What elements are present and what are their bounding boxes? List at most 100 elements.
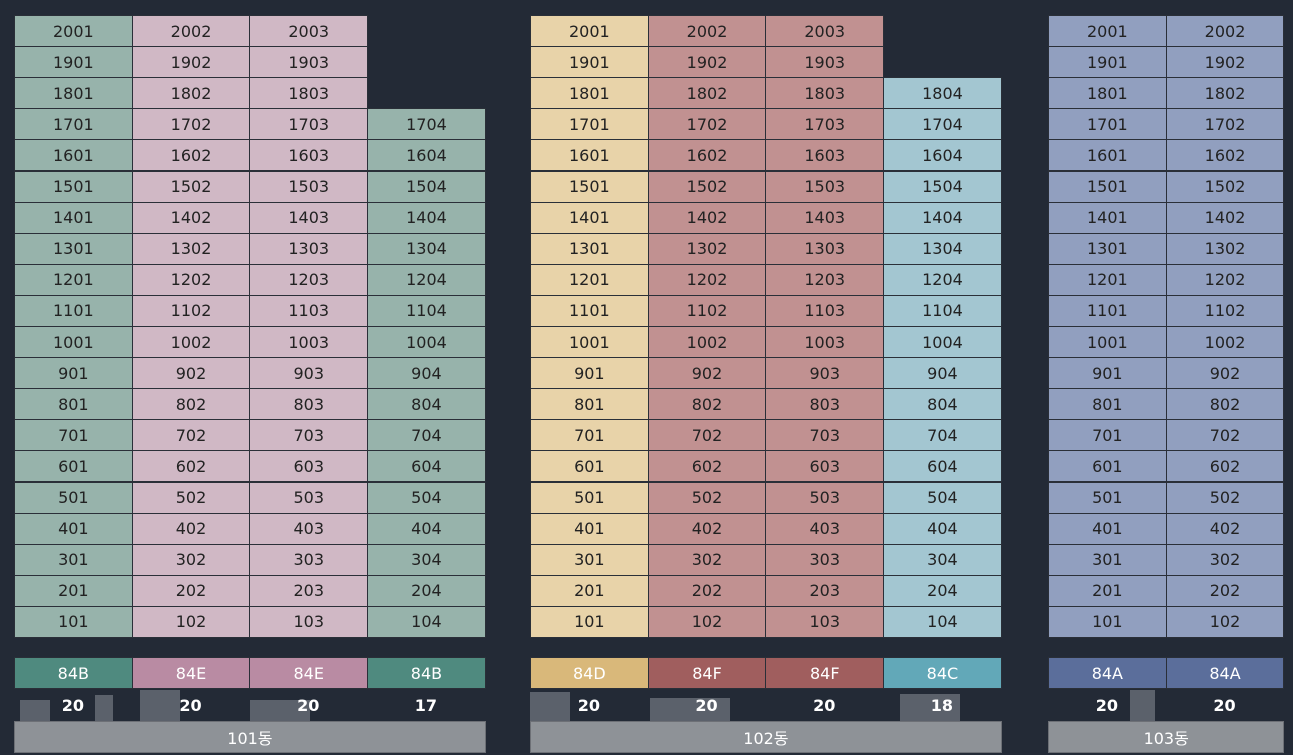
unit-cell: 801 [1048, 388, 1167, 421]
unit-cell: 604 [883, 450, 1002, 483]
unit-cell: 1403 [249, 201, 369, 234]
unit-cell: 1301 [1048, 232, 1167, 265]
unit-cell: 204 [883, 574, 1002, 607]
unit-cell: 1402 [1165, 201, 1285, 234]
unit-cell: 1703 [249, 108, 369, 141]
unit-cell: 501 [530, 481, 649, 514]
unit-cell: 1001 [530, 326, 649, 359]
skyline [900, 694, 960, 722]
unit-cell: 1104 [883, 294, 1002, 327]
unit-cell: 701 [530, 419, 649, 452]
unit-cell: 901 [530, 357, 649, 390]
unit-cell: 503 [765, 481, 885, 514]
unit-cell: 1802 [131, 77, 251, 110]
unit-cell: 101 [14, 605, 133, 638]
unit-cell: 1204 [883, 263, 1002, 296]
unit-cell: 601 [14, 450, 133, 483]
unit-cell: 1603 [765, 139, 885, 172]
unit-cell: 1903 [249, 46, 369, 79]
unit-cell: 403 [249, 512, 369, 545]
unit-cell: 502 [1165, 481, 1285, 514]
floor-count: 20 [813, 695, 836, 715]
unit-cell: 302 [1165, 543, 1285, 576]
unit-cell: 2002 [131, 15, 251, 48]
unit-cell: 104 [367, 605, 486, 638]
unit-cell: 1602 [131, 139, 251, 172]
unit-cell: 303 [765, 543, 885, 576]
unit-type: 84A [1048, 657, 1167, 689]
unit-cell: 802 [1165, 388, 1285, 421]
unit-cell: 604 [367, 450, 486, 483]
skyline [20, 700, 50, 722]
unit-cell: 1801 [1048, 77, 1167, 110]
unit-cell: 1601 [1048, 139, 1167, 172]
unit-cell: 502 [647, 481, 767, 514]
unit-cell: 1501 [1048, 170, 1167, 203]
unit-cell: 303 [249, 543, 369, 576]
unit-cell: 1002 [1165, 326, 1285, 359]
floor-count: 20 [1095, 695, 1118, 715]
unit-cell: 703 [765, 419, 885, 452]
unit-cell: 102 [131, 605, 251, 638]
unit-cell: 401 [14, 512, 133, 545]
unit-cell: 1302 [1165, 232, 1285, 265]
unit-cell: 2002 [1165, 15, 1285, 48]
unit-cell: 1704 [367, 108, 486, 141]
unit-cell: 1301 [530, 232, 649, 265]
unit-cell: 2003 [249, 15, 369, 48]
unit-cell: 902 [1165, 357, 1285, 390]
unit-cell: 1503 [765, 170, 885, 203]
unit-cell: 1604 [367, 139, 486, 172]
unit-cell: 304 [367, 543, 486, 576]
skyline [650, 698, 730, 722]
unit-cell: 304 [883, 543, 1002, 576]
unit-cell: 1602 [647, 139, 767, 172]
unit-cell: 103 [249, 605, 369, 638]
unit-type: 84A [1165, 657, 1285, 689]
unit-cell: 401 [530, 512, 649, 545]
unit-cell: 904 [883, 357, 1002, 390]
unit-cell: 1103 [249, 294, 369, 327]
unit-cell: 1804 [883, 77, 1002, 110]
unit-cell: 402 [647, 512, 767, 545]
unit-cell: 102 [647, 605, 767, 638]
unit-cell: 1304 [367, 232, 486, 265]
unit-cell: 403 [765, 512, 885, 545]
building-name: 101동 [14, 721, 486, 753]
unit-cell: 1002 [647, 326, 767, 359]
unit-cell: 1004 [367, 326, 486, 359]
unit-cell: 1901 [1048, 46, 1167, 79]
unit-cell: 803 [249, 388, 369, 421]
unit-cell: 2001 [1048, 15, 1167, 48]
unit-cell: 1401 [14, 201, 133, 234]
unit-cell: 1104 [367, 294, 486, 327]
unit-cell: 204 [367, 574, 486, 607]
unit-cell: 1202 [647, 263, 767, 296]
floor-count: 18 [930, 695, 954, 715]
unit-cell: 702 [1165, 419, 1285, 452]
unit-cell: 904 [367, 357, 486, 390]
unit-cell: 1502 [647, 170, 767, 203]
unit-cell: 1402 [131, 201, 251, 234]
unit-cell: 704 [883, 419, 1002, 452]
unit-cell: 1504 [367, 170, 486, 203]
unit-cell: 2001 [14, 15, 133, 48]
unit-cell: 1702 [647, 108, 767, 141]
unit-cell: 1101 [1048, 294, 1167, 327]
unit-cell: 1502 [131, 170, 251, 203]
unit-cell: 602 [131, 450, 251, 483]
unit-cell: 1504 [883, 170, 1002, 203]
unit-cell: 1603 [249, 139, 369, 172]
unit-cell: 1102 [1165, 294, 1285, 327]
unit-cell: 1001 [14, 326, 133, 359]
unit-cell: 301 [14, 543, 133, 576]
unit-cell: 1101 [14, 294, 133, 327]
building-name: 102동 [530, 721, 1002, 753]
floor-count: 20 [297, 695, 320, 715]
floor-count: 20 [1213, 695, 1236, 715]
unit-cell: 1201 [530, 263, 649, 296]
unit-cell: 1901 [14, 46, 133, 79]
unit-cell: 1301 [14, 232, 133, 265]
unit-cell: 103 [765, 605, 885, 638]
